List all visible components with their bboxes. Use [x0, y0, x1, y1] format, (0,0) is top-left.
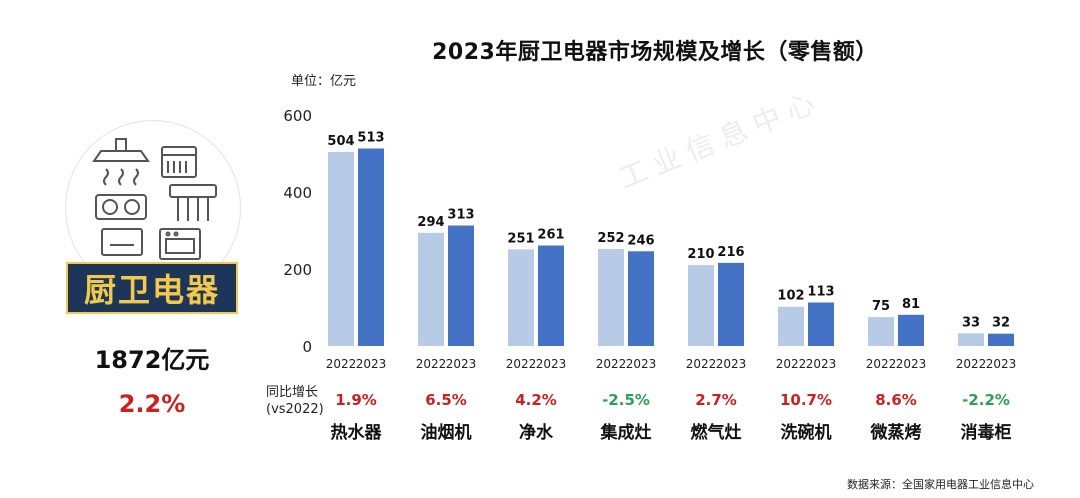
x-series-label: 2023 [446, 357, 477, 371]
bar-2023 [898, 314, 924, 346]
bar-2023 [718, 262, 744, 346]
yoy-growth-value: 6.5% [425, 391, 467, 409]
yoy-growth-value: 10.7% [780, 391, 832, 409]
category-label: 热水器 [331, 422, 383, 443]
x-series-label: 2022 [956, 357, 987, 371]
data-label: 75 [872, 299, 890, 314]
bar-2023 [808, 302, 834, 346]
y-tick-label: 600 [283, 107, 312, 125]
x-series-label: 2023 [626, 357, 657, 371]
data-label: 251 [507, 231, 534, 246]
bar-2022 [328, 151, 354, 346]
category-label: 消毒柜 [961, 422, 1012, 443]
data-label: 102 [777, 289, 804, 304]
bar-2022 [688, 265, 714, 346]
data-label: 33 [962, 315, 980, 330]
bar-2023 [358, 148, 384, 346]
bar-2022 [778, 306, 804, 346]
bar-2023 [988, 333, 1014, 346]
data-label: 513 [357, 130, 384, 145]
market-growth: 2.2% [118, 390, 186, 418]
data-label: 81 [902, 297, 920, 312]
x-series-label: 2022 [866, 357, 897, 371]
x-series-label: 2023 [896, 357, 927, 371]
yoy-growth-value: 2.7% [695, 391, 737, 409]
category-label: 燃气灶 [691, 422, 742, 443]
yoy-growth-value: 1.9% [335, 391, 377, 409]
data-label: 210 [687, 247, 714, 262]
x-series-label: 2022 [326, 357, 357, 371]
data-label: 504 [327, 134, 354, 149]
data-label: 113 [807, 284, 834, 299]
x-series-label: 2023 [806, 357, 837, 371]
category-label: 微蒸烤 [870, 422, 922, 443]
x-series-label: 2023 [536, 357, 567, 371]
bar-2022 [508, 249, 534, 346]
data-label: 32 [992, 316, 1010, 331]
data-label: 313 [447, 207, 474, 222]
yoy-growth-value: -2.2% [962, 391, 1010, 409]
x-series-label: 2022 [776, 357, 807, 371]
data-label: 216 [717, 245, 744, 260]
bar-2022 [598, 248, 624, 346]
y-tick-label: 0 [302, 338, 312, 356]
category-summary-panel: 厨卫电器 1872亿元 2.2% [62, 120, 242, 418]
category-label: 油烟机 [421, 422, 472, 443]
x-series-label: 2022 [506, 357, 537, 371]
data-source: 数据来源：全国家用电器工业信息中心 [847, 478, 1034, 491]
market-total: 1872亿元 [94, 346, 210, 374]
bar-2023 [538, 245, 564, 346]
data-label: 294 [417, 215, 444, 230]
y-tick-label: 400 [283, 184, 312, 202]
kitchen-appliances-icon [92, 138, 217, 260]
category-banner: 厨卫电器 [66, 262, 238, 314]
bar-2023 [448, 225, 474, 346]
data-label: 252 [597, 231, 624, 246]
x-series-label: 2023 [716, 357, 747, 371]
yoy-label-line1: 同比增长 [266, 385, 319, 400]
chart-title: 2023年厨卫电器市场规模及增长（零售额） [432, 40, 878, 65]
x-series-label: 2022 [596, 357, 627, 371]
bar-2022 [418, 232, 444, 346]
y-tick-label: 200 [283, 261, 312, 279]
x-series-label: 2022 [686, 357, 717, 371]
data-label: 246 [627, 233, 654, 248]
yoy-growth-value: 8.6% [875, 391, 917, 409]
yoy-growth-value: -2.5% [602, 391, 650, 409]
x-series-label: 2023 [356, 357, 387, 371]
yoy-growth-label: 同比增长 (vs2022) [266, 384, 324, 418]
bar-2022 [868, 317, 894, 346]
bar-2023 [628, 251, 654, 346]
unit-label: 单位：亿元 [291, 74, 357, 89]
yoy-label-line2: (vs2022) [266, 402, 324, 417]
category-label: 净水 [519, 422, 554, 443]
bar-2022 [958, 333, 984, 346]
data-label: 261 [537, 228, 564, 243]
x-series-label: 2023 [986, 357, 1017, 371]
category-label: 集成灶 [600, 422, 652, 443]
yoy-growth-value: 4.2% [515, 391, 557, 409]
x-series-label: 2022 [416, 357, 447, 371]
category-label: 洗碗机 [781, 422, 832, 443]
